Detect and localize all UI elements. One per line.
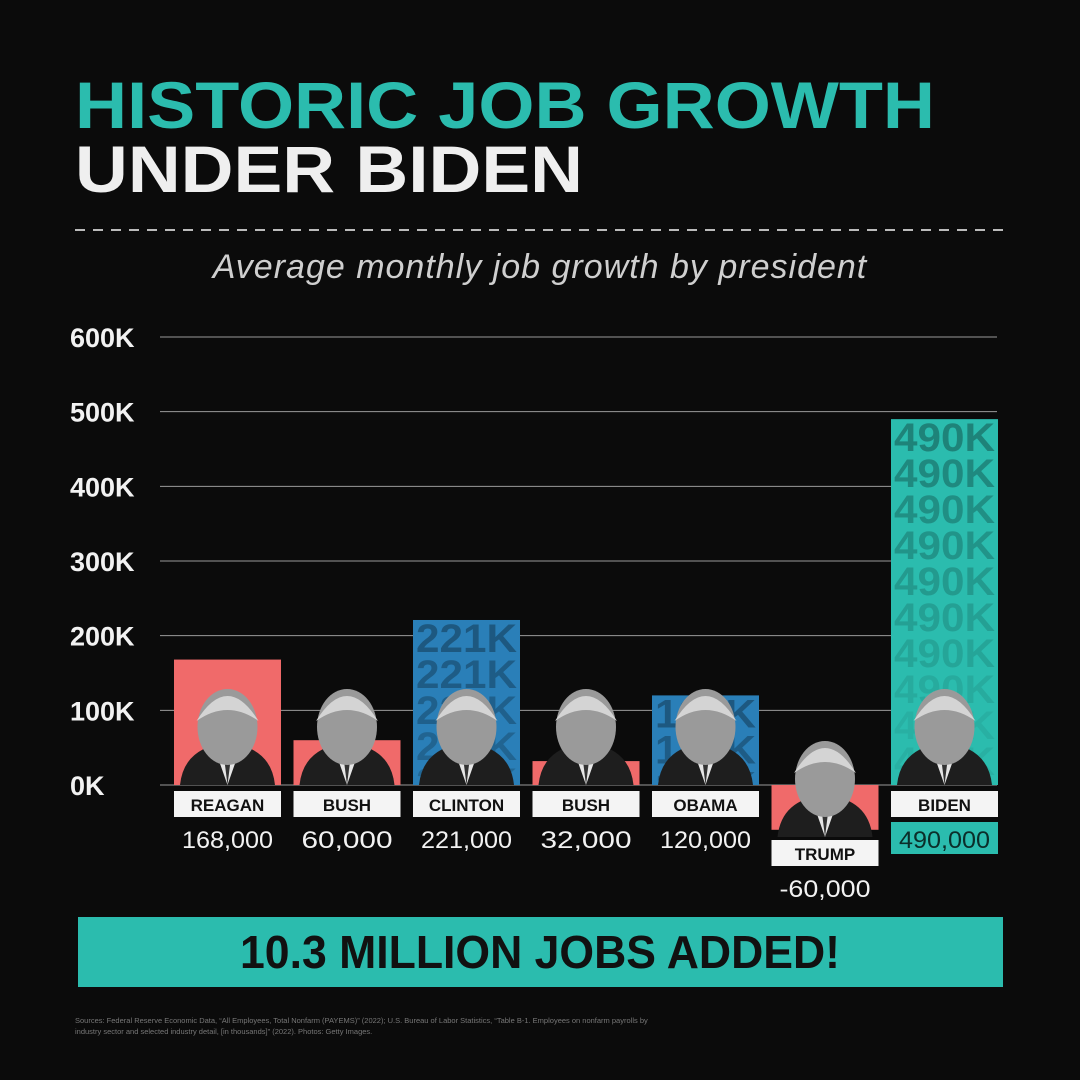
portrait bbox=[538, 689, 634, 785]
name-box bbox=[293, 791, 401, 817]
y-tick-label: 0K bbox=[70, 771, 105, 801]
x-tick-label: BUSH bbox=[323, 796, 371, 815]
source-note: industry sector and selected industry de… bbox=[75, 1027, 372, 1036]
title-line: HISTORIC JOB GROWTH bbox=[75, 68, 935, 142]
bar-watermark: 490K bbox=[894, 596, 995, 640]
portrait bbox=[777, 741, 873, 837]
x-tick-label: BIDEN bbox=[918, 796, 971, 815]
value-label: 168,000 bbox=[182, 827, 273, 854]
y-tick-label: 200K bbox=[70, 622, 135, 652]
name-box bbox=[413, 791, 520, 817]
portrait-hair bbox=[435, 696, 498, 721]
y-tick-label: 300K bbox=[70, 547, 135, 577]
name-box bbox=[891, 791, 998, 817]
name-box bbox=[174, 791, 281, 817]
value-box bbox=[891, 822, 998, 854]
source-note: Sources: Federal Reserve Economic Data, … bbox=[75, 1016, 648, 1025]
portrait bbox=[299, 689, 395, 785]
portrait-hair bbox=[196, 696, 259, 721]
bar-watermark: 490K bbox=[894, 524, 995, 568]
portrait-hair bbox=[555, 696, 617, 721]
portrait-hair bbox=[794, 748, 856, 773]
banner-box bbox=[78, 917, 1003, 987]
value-label: 32,000 bbox=[541, 827, 632, 854]
value-label: 60,000 bbox=[302, 827, 393, 854]
y-tick-label: 500K bbox=[70, 398, 135, 428]
name-box bbox=[532, 791, 640, 817]
portrait bbox=[658, 689, 753, 785]
y-tick-label: 400K bbox=[70, 472, 135, 502]
portrait-hair bbox=[674, 696, 737, 721]
plot: 0K 100K 200K 300K 400K 500K 600K REAGAN 168,000 B… bbox=[70, 323, 998, 903]
name-box bbox=[771, 840, 879, 866]
portrait-hair bbox=[316, 696, 378, 721]
bar-watermark: 221K bbox=[416, 617, 517, 661]
x-tick-label: OBAMA bbox=[673, 796, 737, 815]
value-label: -60,000 bbox=[780, 876, 871, 903]
bar-watermark: 490K bbox=[894, 560, 995, 604]
bar-watermark: 490K bbox=[894, 416, 995, 460]
value-label: 221,000 bbox=[421, 827, 512, 854]
x-tick-label: TRUMP bbox=[795, 845, 855, 864]
portrait bbox=[419, 689, 514, 785]
portrait-hair bbox=[913, 696, 976, 721]
portrait bbox=[897, 689, 992, 785]
subtitle: Average monthly job growth by president bbox=[211, 248, 868, 286]
name-box bbox=[652, 791, 759, 817]
y-tick-label: 600K bbox=[70, 323, 135, 353]
title-line: UNDER BIDEN bbox=[75, 132, 583, 206]
portrait bbox=[180, 689, 275, 785]
x-tick-label: REAGAN bbox=[191, 796, 265, 815]
x-tick-label: CLINTON bbox=[429, 796, 504, 815]
bar-watermark: 490K bbox=[894, 488, 995, 532]
bar-watermark: 490K bbox=[894, 452, 995, 496]
y-tick-label: 100K bbox=[70, 696, 135, 726]
banner-text: 10.3 MILLION JOBS ADDED! bbox=[240, 926, 840, 978]
bar-watermark: 490K bbox=[894, 632, 995, 676]
value-label: 120,000 bbox=[660, 827, 751, 854]
value-label: 490,000 bbox=[899, 827, 990, 854]
x-tick-label: BUSH bbox=[562, 796, 610, 815]
